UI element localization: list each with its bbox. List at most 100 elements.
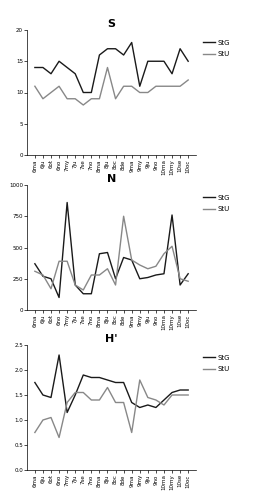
StU [66, 258, 69, 264]
StU [66, 400, 69, 406]
StU [98, 272, 101, 278]
StU [154, 397, 157, 403]
StU [178, 83, 182, 89]
StU [33, 430, 36, 436]
StG [106, 250, 109, 256]
StG [41, 64, 45, 70]
Legend: StG, StU: StG, StU [203, 40, 230, 58]
StG [57, 294, 61, 300]
StG [178, 387, 182, 393]
StU [114, 400, 117, 406]
StG [114, 276, 117, 282]
StU [82, 390, 85, 396]
StG [130, 257, 133, 263]
StG [178, 46, 182, 52]
StU [106, 384, 109, 390]
StG [114, 380, 117, 386]
StU [57, 434, 61, 440]
StU [106, 64, 109, 70]
StU [146, 266, 149, 272]
StU [146, 90, 149, 96]
StU [178, 276, 182, 282]
StU [114, 282, 117, 288]
StG [122, 254, 125, 260]
StU [154, 263, 157, 269]
StG [82, 372, 85, 378]
StG [146, 274, 149, 280]
StG [106, 46, 109, 52]
StU [146, 394, 149, 400]
StU [50, 90, 53, 96]
StG [178, 282, 182, 288]
StG [50, 394, 53, 400]
StU [57, 83, 61, 89]
StG [82, 90, 85, 96]
Line: StG: StG [35, 42, 188, 92]
Legend: StG, StU: StG, StU [203, 194, 230, 212]
StU [66, 96, 69, 102]
StU [130, 257, 133, 263]
StU [114, 96, 117, 102]
StG [162, 271, 166, 277]
StG [50, 70, 53, 76]
StU [41, 272, 45, 278]
StU [90, 272, 93, 278]
StG [74, 282, 77, 288]
StU [162, 83, 166, 89]
StU [187, 77, 190, 83]
StG [146, 402, 149, 408]
StU [90, 397, 93, 403]
StG [154, 58, 157, 64]
Title: N: N [107, 174, 116, 184]
StG [187, 58, 190, 64]
StU [57, 258, 61, 264]
StG [130, 400, 133, 406]
StU [41, 417, 45, 423]
StG [170, 70, 174, 76]
StU [98, 96, 101, 102]
StG [66, 410, 69, 416]
StG [33, 64, 36, 70]
StU [170, 243, 174, 249]
StU [170, 83, 174, 89]
StU [41, 96, 45, 102]
StG [98, 374, 101, 380]
StU [82, 287, 85, 293]
StG [33, 380, 36, 386]
StG [122, 380, 125, 386]
StG [33, 261, 36, 267]
Title: S: S [107, 19, 116, 29]
StU [33, 268, 36, 274]
StU [130, 430, 133, 436]
StG [138, 83, 141, 89]
StU [82, 102, 85, 108]
StG [187, 271, 190, 277]
Line: StG: StG [35, 202, 188, 298]
StU [74, 282, 77, 288]
StG [50, 276, 53, 282]
StG [98, 251, 101, 257]
StG [98, 52, 101, 58]
StU [138, 262, 141, 268]
StU [170, 392, 174, 398]
StU [74, 390, 77, 396]
StU [122, 213, 125, 219]
StG [154, 272, 157, 278]
StU [90, 96, 93, 102]
StG [162, 58, 166, 64]
StU [74, 96, 77, 102]
Line: StG: StG [35, 355, 188, 412]
StG [138, 276, 141, 282]
StG [66, 200, 69, 205]
StU [187, 392, 190, 398]
StG [90, 90, 93, 96]
StG [130, 40, 133, 46]
StU [154, 83, 157, 89]
StG [82, 290, 85, 296]
StG [146, 58, 149, 64]
StU [106, 266, 109, 272]
StU [122, 83, 125, 89]
StG [154, 404, 157, 410]
StG [57, 58, 61, 64]
StU [50, 414, 53, 420]
